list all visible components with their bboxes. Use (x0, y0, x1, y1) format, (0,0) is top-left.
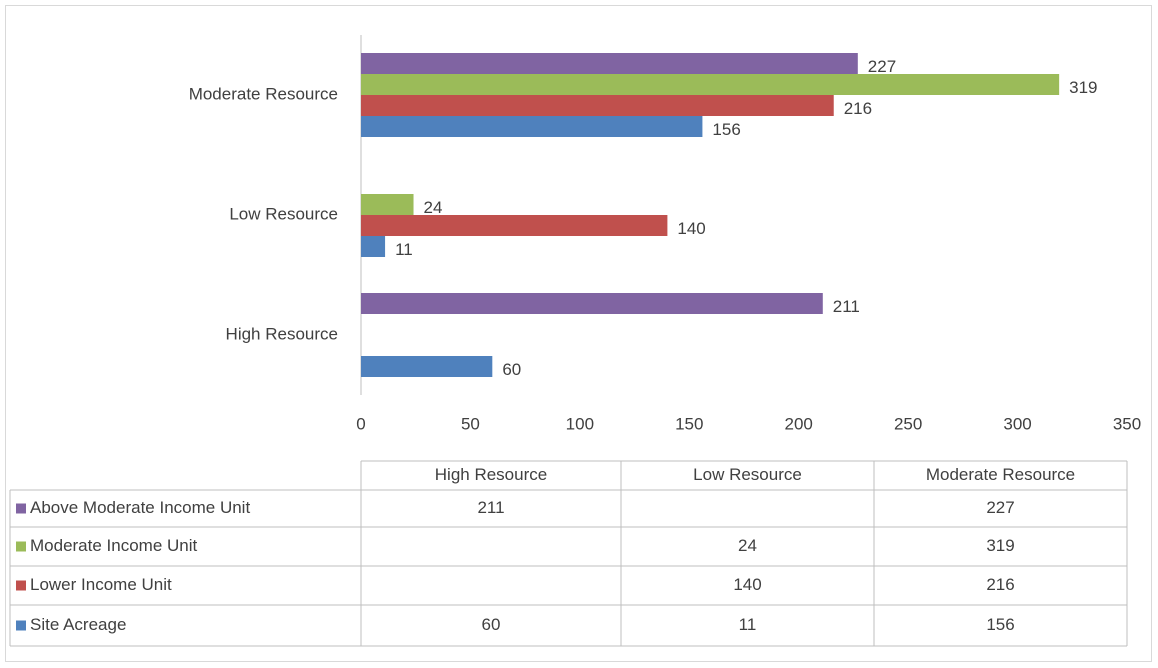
bar (361, 74, 1060, 95)
table-cell: 140 (733, 575, 761, 594)
x-tick-label: 0 (356, 414, 365, 433)
table-cell: 11 (739, 615, 757, 634)
data-label: 60 (502, 360, 521, 379)
table-cell: 24 (738, 536, 757, 555)
x-tick-label: 50 (461, 414, 480, 433)
bar (361, 356, 493, 377)
y-tick-label: Low Resource (229, 204, 338, 223)
x-tick-label: 200 (785, 414, 813, 433)
x-tick-label: 250 (894, 414, 922, 433)
x-tick-label: 350 (1113, 414, 1141, 433)
legend-label: Site Acreage (30, 615, 126, 634)
data-label: 11 (395, 240, 413, 259)
legend-swatch (16, 503, 26, 514)
legend-swatch (16, 580, 26, 591)
y-tick-label: Moderate Resource (189, 84, 338, 103)
bar (361, 236, 386, 257)
legend-label: Lower Income Unit (30, 575, 172, 594)
bar (361, 116, 703, 137)
table-cell: 156 (986, 615, 1014, 634)
table-header: Low Resource (693, 465, 802, 484)
data-label: 211 (833, 297, 860, 316)
table-cell: 60 (482, 615, 501, 634)
x-tick-label: 300 (1003, 414, 1031, 433)
table-header: High Resource (435, 465, 547, 484)
legend-label: Moderate Income Unit (30, 536, 198, 555)
data-label: 24 (424, 198, 443, 217)
bar (361, 194, 414, 215)
bar (361, 293, 823, 314)
data-label: 319 (1069, 78, 1097, 97)
x-tick-label: 100 (566, 414, 594, 433)
table-cell: 211 (477, 498, 504, 517)
x-tick-label: 150 (675, 414, 703, 433)
legend-label: Above Moderate Income Unit (30, 498, 250, 517)
bar (361, 215, 668, 236)
table-cell: 227 (986, 498, 1014, 517)
data-label: 227 (868, 57, 896, 76)
bar (361, 95, 834, 116)
data-label: 156 (712, 120, 740, 139)
data-label: 216 (844, 99, 872, 118)
legend-swatch (16, 541, 26, 552)
table-cell: 216 (986, 575, 1014, 594)
data-label: 140 (677, 219, 705, 238)
table-cell: 319 (986, 536, 1014, 555)
table-header: Moderate Resource (926, 465, 1075, 484)
y-tick-label: High Resource (226, 324, 338, 343)
legend-swatch (16, 620, 26, 631)
bar (361, 53, 858, 74)
